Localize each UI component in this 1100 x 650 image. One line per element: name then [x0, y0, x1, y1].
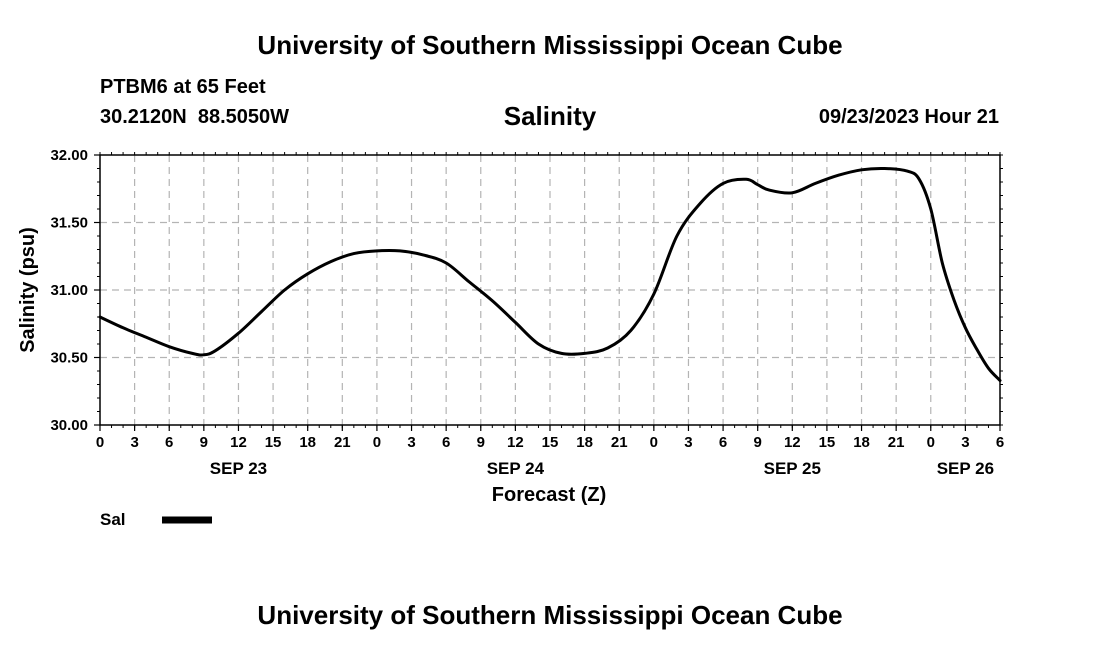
- x-tick-label: 6: [442, 434, 450, 451]
- bottom-title: University of Southern Mississippi Ocean…: [257, 600, 843, 630]
- station-label: PTBM6 at 65 Feet: [100, 76, 266, 98]
- x-tick-label: 21: [888, 434, 905, 451]
- legend-label: Sal: [100, 510, 126, 529]
- x-tick-label: 12: [507, 434, 524, 451]
- y-tick-label: 30.00: [50, 417, 88, 434]
- x-tick-label: 12: [784, 434, 801, 451]
- x-tick-label: 0: [373, 434, 381, 451]
- x-tick-label: 3: [684, 434, 692, 451]
- x-tick-label: 3: [407, 434, 415, 451]
- x-tick-label: 18: [299, 434, 316, 451]
- x-tick-label: 12: [230, 434, 247, 451]
- x-tick-label: 9: [477, 434, 485, 451]
- x-tick-label: 18: [853, 434, 870, 451]
- date-label: SEP 25: [764, 459, 821, 478]
- x-tick-label: 3: [961, 434, 969, 451]
- date-label: SEP 24: [487, 459, 545, 478]
- x-axis-label: Forecast (Z): [492, 484, 606, 506]
- x-tick-label: 6: [165, 434, 173, 451]
- y-axis-label: Salinity (psu): [17, 227, 39, 353]
- x-tick-label: 15: [542, 434, 559, 451]
- x-tick-label: 9: [200, 434, 208, 451]
- x-tick-label: 6: [996, 434, 1004, 451]
- grid-lines: [100, 155, 1000, 425]
- x-tick-label: 15: [819, 434, 836, 451]
- x-tick-label: 0: [650, 434, 658, 451]
- axis-ticks: [94, 152, 1003, 431]
- chart-title: Salinity: [503, 101, 597, 131]
- x-tick-label: 15: [265, 434, 282, 451]
- x-tick-label: 0: [96, 434, 104, 451]
- x-tick-label: 18: [576, 434, 593, 451]
- x-tick-label: 21: [334, 434, 351, 451]
- y-tick-label: 31.50: [50, 215, 88, 232]
- x-tick-label: 6: [719, 434, 727, 451]
- x-tick-label: 3: [130, 434, 138, 451]
- y-tick-label: 31.00: [50, 282, 88, 299]
- y-tick-label: 32.00: [50, 147, 88, 164]
- date-labels: SEP 23 SEP 24 SEP 25 SEP 26: [210, 459, 994, 478]
- x-tick-label: 0: [927, 434, 935, 451]
- y-tick-labels: 30.00 30.50 31.00 31.50 32.00: [50, 147, 88, 434]
- salinity-line: [98, 166, 1002, 382]
- top-title: University of Southern Mississippi Ocean…: [257, 30, 843, 60]
- x-tick-label: 21: [611, 434, 628, 451]
- timestamp-label: 09/23/2023 Hour 21: [818, 106, 999, 128]
- x-tick-labels: 0 3 6 9 12 15 18 21 0 3 6 9 12 15 18 21 0 3 6 9 12 15 18 21 0 3 6: [96, 434, 1004, 451]
- coordinates-label: 30.2120N 88.5050W: [100, 106, 290, 128]
- x-tick-label: 9: [754, 434, 762, 451]
- y-tick-label: 30.50: [50, 350, 88, 367]
- date-label: SEP 26: [937, 459, 994, 478]
- date-label: SEP 23: [210, 459, 267, 478]
